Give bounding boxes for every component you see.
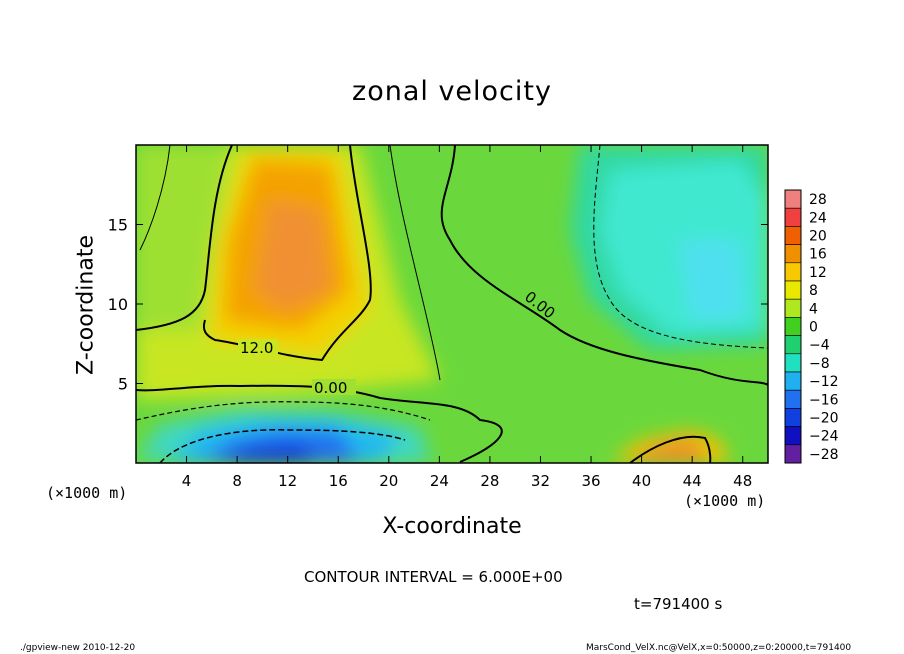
- x-unit-left: (×1000 m): [46, 484, 128, 502]
- colorbar-label: 4: [809, 301, 818, 317]
- colorbar-label: −4: [809, 338, 830, 354]
- footer-left: ./gpview-new 2010-12-20: [20, 643, 136, 653]
- colorbar-label: −28: [809, 447, 839, 463]
- colorbar-swatch: [784, 389, 802, 409]
- colorbar-swatch: [784, 371, 802, 391]
- colorbar-swatch: [784, 444, 802, 464]
- colorbar-swatch: [784, 244, 802, 264]
- y-tick-label: 15: [108, 216, 128, 235]
- y-axis-label: Z-coordinate: [73, 235, 99, 375]
- y-tick-label: 5: [118, 375, 128, 394]
- x-tick-label: 24: [430, 472, 449, 490]
- colorbar-label: 16: [809, 247, 827, 263]
- x-tick-label: 40: [632, 472, 651, 490]
- time-label: t=791400 s: [634, 595, 723, 613]
- colorbar-frame: [784, 189, 802, 464]
- colorbar-label: 12: [809, 265, 827, 281]
- chart-title: zonal velocity: [352, 76, 552, 107]
- x-tick-label: 16: [329, 472, 348, 490]
- x-tick-label: 28: [480, 472, 499, 490]
- x-tick-label: 4: [182, 472, 192, 490]
- colorbar-swatch: [784, 408, 802, 427]
- x-tick-label: 32: [531, 472, 550, 490]
- x-unit-right: (×1000 m): [684, 492, 766, 510]
- colorbar-swatch: [784, 335, 802, 355]
- colorbar-swatch: [784, 280, 802, 300]
- colorbar-swatch: [784, 189, 802, 209]
- y-tick-label: 10: [108, 295, 128, 314]
- colorbar-label: −8: [809, 356, 830, 372]
- y-axis: 5 10 15: [108, 216, 768, 394]
- colorbar-label: 8: [809, 283, 818, 299]
- colorbar-swatch: [784, 317, 802, 336]
- colorbar-label: 0: [809, 320, 818, 336]
- colorbar-label: 24: [809, 210, 827, 226]
- colorbar-label: −12: [809, 374, 839, 390]
- contour-label: 0.00: [314, 379, 347, 397]
- colorbar-swatch: [784, 207, 802, 227]
- x-axis: 4 8 12 16 20 24 28 32 36 40 44 48: [182, 145, 752, 490]
- colorbar-label: −16: [809, 392, 839, 408]
- x-tick-label: 8: [232, 472, 242, 490]
- contour-interval: CONTOUR INTERVAL = 6.000E+00: [304, 568, 563, 586]
- x-tick-label: 12: [278, 472, 297, 490]
- x-tick-label: 20: [379, 472, 398, 490]
- footer-right: MarsCond_VelX.nc@VelX,x=0:50000,z=0:2000…: [586, 643, 852, 653]
- contour-lines: [136, 145, 768, 463]
- x-tick-label: 44: [683, 472, 702, 490]
- x-axis-label: X-coordinate: [382, 514, 522, 539]
- colorbar-label: 20: [809, 229, 827, 245]
- colorbar-label: −24: [809, 429, 839, 445]
- x-tick-label: 36: [581, 472, 600, 490]
- colorbar: 28 24 20 16 12 8 4 0 −4 −8 −12 −16 −20 −24 −28: [784, 189, 839, 464]
- colorbar-label: −20: [809, 411, 839, 427]
- contour-label: 12.0: [240, 339, 273, 357]
- field-fill: [136, 145, 768, 463]
- colorbar-swatch: [784, 262, 802, 282]
- colorbar-swatch: [784, 226, 802, 245]
- colorbar-label: 28: [809, 192, 827, 208]
- colorbar-swatch: [784, 353, 802, 373]
- colorbar-swatch: [784, 298, 802, 318]
- colorbar-swatch: [784, 426, 802, 446]
- x-tick-label: 48: [733, 472, 752, 490]
